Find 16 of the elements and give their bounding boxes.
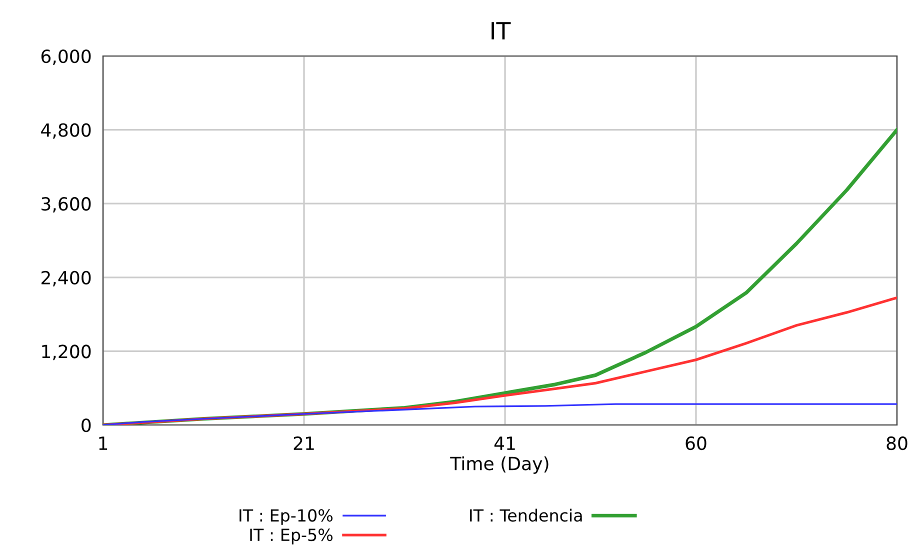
x-axis-title: Time (Day): [450, 456, 548, 474]
x-tick-label: 41: [494, 436, 515, 450]
y-tick-label: 0: [82, 418, 91, 432]
x-tick-label: 60: [686, 436, 706, 450]
legend-label: IT : Tendencia: [470, 508, 582, 522]
x-tick-label: 80: [886, 436, 908, 450]
y-tick-label: 3,600: [42, 197, 91, 213]
y-tick-label: 4,800: [41, 123, 91, 139]
y-tick-label: 6,000: [41, 49, 91, 65]
chart-title: IT: [492, 22, 511, 40]
y-tick-label: 2,400: [42, 270, 91, 286]
x-tick-label: 1: [99, 436, 108, 450]
legend-label: IT : Ep-5%: [250, 528, 333, 544]
x-tick-label: 21: [294, 436, 314, 450]
y-tick-label: 1,200: [42, 344, 91, 360]
legend-label: IT : Ep-10%: [240, 509, 333, 525]
